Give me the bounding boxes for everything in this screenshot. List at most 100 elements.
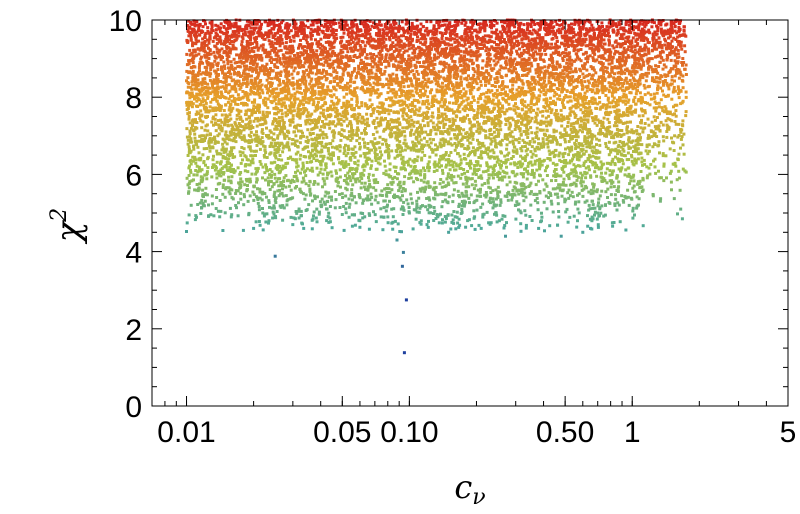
data-point (287, 74, 291, 77)
data-point (257, 208, 261, 212)
data-point (431, 111, 435, 115)
data-point (495, 155, 499, 159)
data-point (624, 40, 627, 44)
data-point (326, 88, 330, 92)
data-point (458, 110, 462, 114)
data-point (488, 77, 492, 81)
data-point (641, 224, 645, 228)
data-point (578, 128, 582, 132)
data-point (211, 86, 215, 90)
data-point (380, 53, 384, 57)
data-point (587, 112, 590, 116)
data-point (386, 27, 390, 31)
data-point (373, 57, 377, 61)
data-point (288, 98, 292, 102)
data-point (387, 86, 391, 90)
data-point (185, 135, 189, 139)
data-point (448, 119, 452, 123)
data-point (601, 32, 605, 36)
data-point (607, 130, 611, 134)
data-point (415, 91, 419, 95)
data-point (435, 163, 439, 167)
data-point (571, 110, 575, 114)
data-point (445, 177, 449, 181)
data-point (189, 168, 192, 172)
data-point (325, 219, 329, 223)
data-point (298, 187, 302, 191)
data-point (633, 72, 637, 76)
data-point (588, 46, 592, 50)
data-point (551, 65, 555, 69)
data-point (585, 89, 589, 93)
data-point (332, 35, 336, 38)
data-point (419, 89, 422, 92)
data-point (564, 183, 568, 187)
data-point (467, 133, 471, 137)
data-point (231, 47, 235, 51)
data-point (434, 185, 438, 189)
data-point (522, 73, 526, 77)
data-point (565, 69, 569, 73)
data-point (344, 22, 348, 25)
data-point (400, 157, 404, 161)
data-point (376, 88, 380, 92)
data-point (258, 190, 262, 194)
data-point (474, 34, 478, 38)
data-point (255, 64, 259, 68)
data-point (579, 34, 583, 38)
data-point (604, 203, 607, 207)
data-point (489, 75, 493, 78)
data-point (221, 142, 225, 146)
data-point (570, 190, 574, 194)
data-point (357, 67, 361, 71)
data-point (631, 36, 635, 40)
data-point (309, 50, 313, 54)
data-point (257, 93, 261, 97)
data-point (497, 92, 501, 96)
data-point (437, 221, 441, 225)
data-point (210, 20, 214, 24)
data-point (254, 149, 258, 153)
data-point (421, 150, 425, 154)
data-point (440, 98, 444, 102)
data-point (524, 213, 528, 217)
data-point (576, 80, 580, 84)
data-point (390, 207, 394, 211)
data-point (535, 96, 539, 100)
data-point (543, 65, 547, 69)
data-point (342, 101, 346, 105)
data-point (345, 177, 349, 180)
data-point (414, 217, 418, 221)
data-point (581, 64, 584, 68)
data-point (345, 86, 348, 90)
data-point (249, 149, 253, 153)
data-point (529, 160, 533, 164)
data-point (620, 58, 624, 61)
data-point (469, 54, 473, 58)
data-point (569, 39, 573, 43)
data-point (583, 109, 587, 113)
data-point (320, 140, 324, 144)
data-point (261, 165, 265, 169)
data-point (320, 148, 324, 152)
data-point (289, 120, 293, 124)
data-point (358, 44, 362, 47)
data-point (366, 142, 370, 145)
data-point (481, 35, 485, 39)
data-point (243, 72, 247, 76)
data-point (415, 199, 419, 203)
data-point (418, 46, 421, 50)
data-point (557, 183, 561, 187)
data-point (426, 225, 430, 229)
data-point (591, 206, 595, 210)
data-point (263, 96, 267, 100)
data-point (632, 184, 636, 188)
data-point (577, 192, 581, 196)
data-point (586, 131, 590, 135)
data-point (274, 124, 278, 128)
data-point (557, 116, 561, 120)
data-point (228, 38, 232, 42)
data-point (552, 150, 555, 154)
data-point (267, 81, 271, 85)
data-point (519, 222, 523, 226)
